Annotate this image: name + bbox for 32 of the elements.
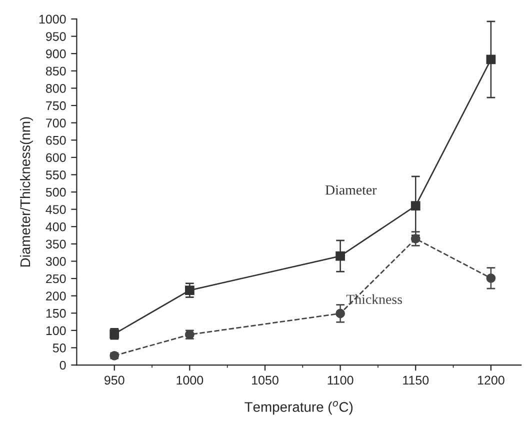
y-tick-label: 800 — [46, 84, 66, 93]
y-tick-label: 650 — [46, 136, 66, 145]
y-tick-label: 850 — [46, 66, 66, 76]
series-label: Thickness — [346, 294, 402, 304]
x-tick-label: 1050 — [252, 376, 278, 385]
y-tick-label: 50 — [52, 344, 66, 352]
y-tick-label: 900 — [46, 49, 66, 58]
y-tick-label: 750 — [46, 101, 66, 110]
y-axis-title: Diameter/Thickness(nm) — [20, 117, 33, 266]
y-tick-label: 350 — [46, 240, 66, 249]
y-tick-label: 700 — [46, 118, 66, 128]
x-axis-title: Temperature ($^{o}$C) — [244, 400, 353, 415]
y-tick-label: 950 — [46, 32, 66, 41]
y-tick-label: 150 — [46, 308, 66, 318]
y-tick-label: 400 — [46, 222, 66, 232]
point — [410, 201, 420, 211]
y-tick-label: 200 — [46, 292, 66, 300]
y-tick-label: 100 — [46, 326, 66, 336]
y-tick-label: 250 — [46, 274, 66, 284]
x-tick-label: 1200 — [478, 376, 504, 385]
text: Diameter — [325, 185, 377, 195]
y-tick-label: 500 — [46, 188, 66, 197]
y-tick-label: 550 — [46, 170, 66, 180]
y-tick-label: 300 — [46, 257, 66, 266]
x-tick-label: 1000 — [176, 376, 204, 385]
y-tick-label: 0 — [60, 360, 66, 370]
y-tick-label: 450 — [46, 205, 66, 214]
x-tick-label: 1150 — [403, 376, 429, 385]
x-tick-label: 1100 — [328, 376, 354, 385]
x-tick-label: 950 — [104, 376, 124, 385]
y-tick-label: 600 — [46, 153, 66, 162]
y-tick-label: 1000 — [39, 14, 66, 24]
